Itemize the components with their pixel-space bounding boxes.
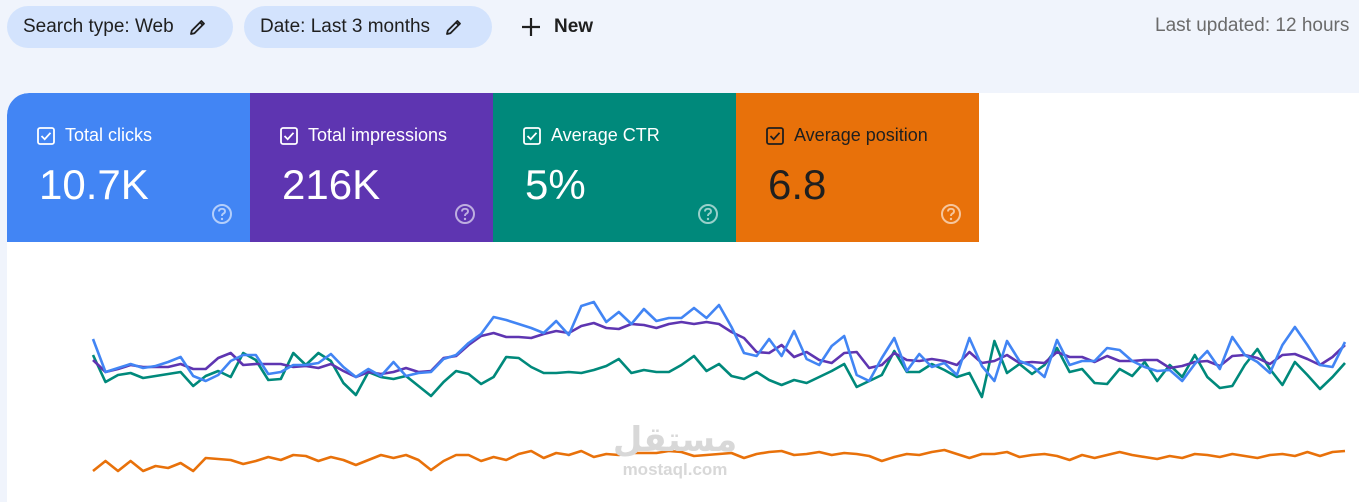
help-circle-icon[interactable] [454,203,476,225]
checkbox-checked-icon[interactable] [766,126,784,145]
series-line-average-position [92,448,1346,473]
performance-chart[interactable] [7,242,1359,502]
metric-label: Average CTR [551,125,660,145]
help-circle-icon[interactable] [940,203,962,225]
series-line-total-clicks [91,300,1347,383]
metric-value: 10.7K [39,161,149,208]
metric-value: 6.8 [768,161,827,208]
metric-card-average-ctr[interactable]: Average CTR 5% [493,93,736,242]
help-circle-icon[interactable] [697,203,719,225]
metric-card-average-position[interactable]: Average position 6.8 [736,93,979,242]
metric-value: 5% [525,161,586,208]
new-filter-label: New [554,16,594,37]
metric-label: Total impressions [308,125,448,145]
search-type-filter-chip[interactable]: Search type: Web [7,6,233,48]
metric-card-total-clicks[interactable]: Total clicks 10.7K [7,93,250,242]
metric-label: Average position [794,125,928,145]
metric-card-total-impressions[interactable]: Total impressions 216K [250,93,493,242]
last-updated-text: Last updated: 12 hours [1155,15,1350,36]
checkbox-checked-icon[interactable] [37,126,55,145]
metric-label: Total clicks [65,125,153,145]
pencil-icon [188,17,208,37]
checkbox-checked-icon[interactable] [523,126,541,145]
checkbox-checked-icon[interactable] [280,126,298,145]
metric-value: 216K [282,161,381,208]
pencil-icon [444,17,464,37]
date-filter-chip[interactable]: Date: Last 3 months [244,6,492,48]
toolbar: Search type: Web Date: Last 3 months New… [0,0,1359,92]
search-type-label: Search type: Web [23,16,174,37]
series-line-average-ctr [91,339,1346,399]
performance-panel: Total clicks 10.7K Total impressions 216… [7,93,1359,502]
series-line-total-impressions [92,320,1346,379]
plus-icon [520,16,542,38]
new-filter-button[interactable]: New [512,6,601,48]
help-circle-icon[interactable] [211,203,233,225]
date-filter-label: Date: Last 3 months [260,16,431,37]
